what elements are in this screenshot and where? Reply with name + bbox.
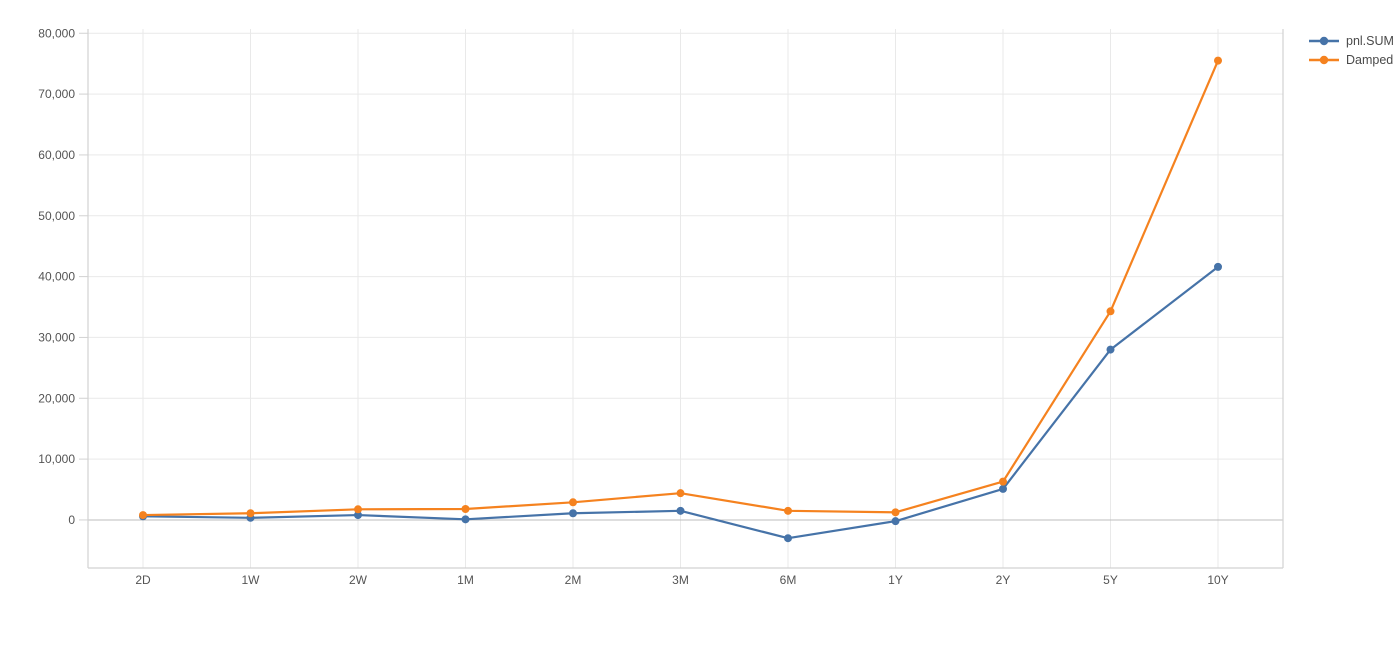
legend-item-pnl-sum[interactable]: pnl.SUM — [1308, 34, 1394, 48]
y-tick-label: 60,000 — [38, 148, 75, 162]
data-point-Damped-10Y[interactable] — [1214, 56, 1222, 65]
data-point-Damped-5Y[interactable] — [1106, 307, 1115, 316]
data-point-Damped-2W[interactable] — [354, 505, 362, 514]
legend-line-sample-icon — [1309, 55, 1339, 65]
data-point-pnl.SUM-2Y[interactable] — [999, 484, 1007, 493]
data-point-Damped-6M[interactable] — [784, 506, 792, 515]
data-point-Damped-2M[interactable] — [569, 498, 577, 507]
data-point-pnl.SUM-1Y[interactable] — [891, 517, 900, 526]
data-point-Damped-1W[interactable] — [246, 509, 255, 518]
y-tick-label: 30,000 — [38, 330, 75, 344]
data-point-Damped-1Y[interactable] — [891, 508, 900, 517]
x-tick-label: 1Y — [888, 573, 903, 587]
legend-label: pnl.SUM — [1346, 34, 1394, 48]
data-point-Damped-2Y[interactable] — [999, 477, 1007, 486]
x-tick-label: 6M — [780, 573, 797, 587]
data-point-pnl.SUM-3M[interactable] — [676, 506, 685, 515]
x-tick-label: 2M — [565, 573, 582, 587]
data-point-pnl.SUM-2M[interactable] — [569, 509, 577, 518]
data-point-pnl.SUM-5Y[interactable] — [1106, 345, 1115, 354]
x-tick-label: 5Y — [1103, 573, 1118, 587]
x-tick-label: 1M — [457, 573, 474, 587]
data-point-pnl.SUM-10Y[interactable] — [1214, 262, 1222, 271]
data-point-pnl.SUM-6M[interactable] — [784, 534, 792, 543]
x-tick-label: 2D — [135, 573, 151, 587]
x-tick-label: 2Y — [996, 573, 1011, 587]
y-tick-label: 50,000 — [38, 209, 75, 223]
y-tick-label: 10,000 — [38, 452, 75, 466]
y-tick-label: 20,000 — [38, 391, 75, 405]
legend-line-sample-icon — [1309, 36, 1339, 46]
x-tick-label: 3M — [672, 573, 689, 587]
data-point-Damped-3M[interactable] — [676, 489, 685, 498]
legend-label: Damped — [1346, 53, 1394, 67]
x-tick-label: 10Y — [1207, 573, 1228, 587]
y-tick-label: 0 — [68, 513, 75, 527]
data-point-Damped-1M[interactable] — [461, 504, 470, 513]
data-point-pnl.SUM-1M[interactable] — [461, 515, 470, 524]
y-tick-label: 80,000 — [38, 26, 75, 40]
y-tick-label: 70,000 — [38, 87, 75, 101]
data-point-pnl.SUM-2W[interactable] — [354, 511, 362, 520]
x-tick-label: 2W — [349, 573, 368, 587]
y-tick-label: 40,000 — [38, 270, 75, 284]
data-point-Damped-2D[interactable] — [139, 511, 147, 520]
legend: pnl.SUM Damped — [1308, 34, 1394, 67]
x-tick-label: 1W — [242, 573, 261, 587]
legend-item-damped[interactable]: Damped — [1308, 53, 1394, 67]
